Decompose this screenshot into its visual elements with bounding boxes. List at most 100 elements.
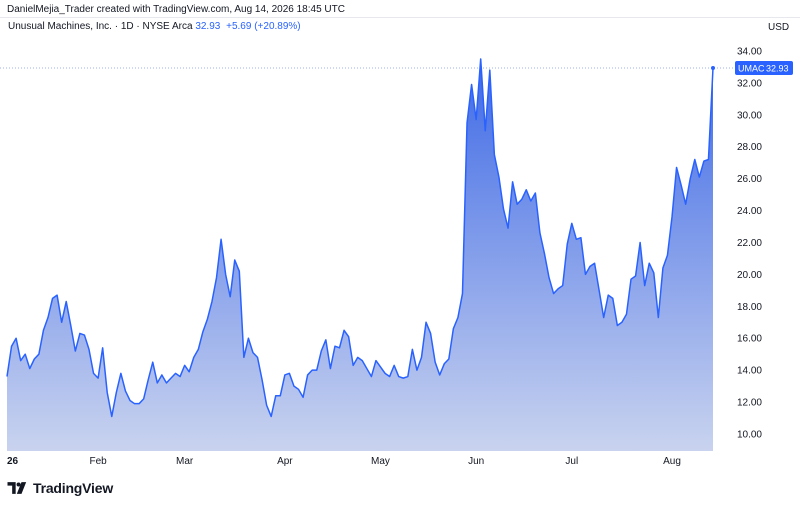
price-point <box>348 336 350 338</box>
price-point <box>311 369 313 371</box>
price-point <box>680 184 682 186</box>
price-point <box>498 176 500 178</box>
x-tick-label: Feb <box>89 456 107 467</box>
y-tick-label: 12.00 <box>737 398 762 409</box>
price-point <box>375 360 377 362</box>
price-point <box>188 371 190 373</box>
price-point <box>339 347 341 349</box>
price-point <box>56 294 58 296</box>
price-point <box>279 395 281 397</box>
price-point <box>452 328 454 330</box>
y-tick-label: 16.00 <box>737 334 762 345</box>
price-point <box>138 403 140 405</box>
price-point <box>648 262 650 264</box>
price-point <box>320 350 322 352</box>
price-point <box>302 396 304 398</box>
price-point <box>357 356 359 358</box>
price-point <box>211 301 213 303</box>
price-point <box>225 273 227 275</box>
price-point <box>252 352 254 354</box>
price-point <box>6 376 8 378</box>
chart-credit: DanielMejia_Trader created with TradingV… <box>7 4 345 15</box>
y-tick-label: 34.00 <box>737 46 762 57</box>
price-point <box>293 385 295 387</box>
price-point <box>457 316 459 318</box>
price-point <box>475 119 477 121</box>
time-axis[interactable]: 26 Feb Mar Apr May Jun Jul Aug <box>7 456 681 467</box>
price-point <box>270 415 272 417</box>
price-point <box>439 374 441 376</box>
price-point <box>553 293 555 295</box>
price-point <box>24 353 26 355</box>
price-point <box>530 200 532 202</box>
x-tick-label: 26 <box>7 456 19 467</box>
price-point <box>20 360 22 362</box>
price-point <box>134 403 136 405</box>
price-point <box>325 339 327 341</box>
price-label-ticker: UMAC <box>738 64 765 74</box>
symbol-legend[interactable]: Unusual Machines, Inc. · 1D · NYSE Arca … <box>8 21 301 32</box>
price-point <box>298 388 300 390</box>
y-tick-label: 30.00 <box>737 110 762 121</box>
tradingview-branding[interactable]: TradingView <box>7 478 113 498</box>
price-point <box>676 166 678 168</box>
price-point <box>521 198 523 200</box>
price-point <box>580 237 582 239</box>
price-point <box>202 331 204 333</box>
price-point <box>689 178 691 180</box>
price-point <box>635 275 637 277</box>
price-point <box>612 297 614 299</box>
price-point <box>316 369 318 371</box>
price-point <box>502 208 504 210</box>
price-point <box>507 227 509 229</box>
price-point <box>361 360 363 362</box>
price-point <box>184 364 186 366</box>
price-point <box>352 364 354 366</box>
price-point <box>307 374 309 376</box>
price-point <box>571 222 573 224</box>
price-point <box>234 259 236 261</box>
price-point <box>175 372 177 374</box>
price-point <box>694 158 696 160</box>
y-tick-label: 14.00 <box>737 366 762 377</box>
price-point <box>165 382 167 384</box>
price-point <box>111 415 113 417</box>
price-point <box>644 285 646 287</box>
price-point <box>493 154 495 156</box>
symbol-description: Unusual Machines, Inc. · 1D · NYSE Arca <box>8 21 193 32</box>
price-point <box>525 189 527 191</box>
last-price: 32.93 <box>195 21 221 32</box>
area-fill <box>7 58 713 451</box>
price-point <box>93 372 95 374</box>
y-tick-label: 28.00 <box>737 142 762 153</box>
y-tick-label: 26.00 <box>737 174 762 185</box>
price-point <box>238 270 240 272</box>
price-point <box>334 345 336 347</box>
price-point <box>420 356 422 358</box>
price-label-background <box>735 61 793 76</box>
price-point <box>443 363 445 365</box>
y-tick-label: 24.00 <box>737 206 762 217</box>
price-point <box>61 321 63 323</box>
price-point <box>534 192 536 194</box>
price-point <box>562 285 564 287</box>
price-point <box>284 374 286 376</box>
y-tick-label: 22.00 <box>737 238 762 249</box>
price-point <box>489 69 491 71</box>
price-axis[interactable]: 10.00 12.00 14.00 16.00 18.00 20.00 22.00 24.00… <box>737 46 762 440</box>
price-point <box>366 368 368 370</box>
price-point <box>220 238 222 240</box>
x-tick-label: Aug <box>663 456 681 467</box>
price-point <box>38 353 40 355</box>
y-tick-label: 20.00 <box>737 270 762 281</box>
price-point <box>15 337 17 339</box>
price-point <box>434 361 436 363</box>
price-point <box>703 160 705 162</box>
price-point <box>398 376 400 378</box>
tradingview-wordmark: TradingView <box>33 480 114 496</box>
price-point <box>594 262 596 264</box>
price-point <box>88 348 90 350</box>
price-point <box>698 176 700 178</box>
price-point <box>425 321 427 323</box>
